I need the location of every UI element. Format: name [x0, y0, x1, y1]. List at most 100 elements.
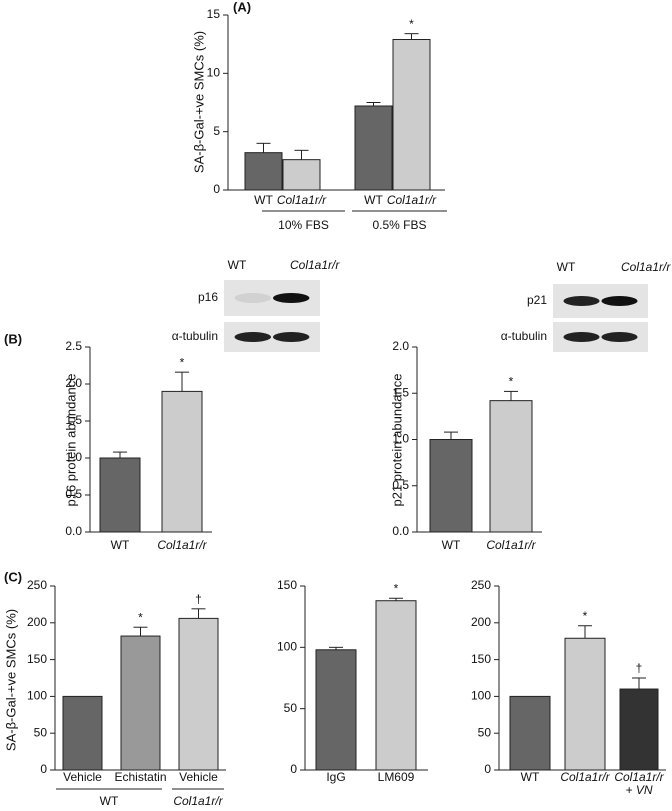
bar: [429, 439, 473, 533]
error-bar: [256, 142, 271, 153]
bar: [619, 688, 659, 771]
error-bar: [366, 102, 381, 106]
blot-band: [601, 332, 638, 342]
y-tick-label: 1.5: [392, 385, 409, 399]
significance-marker: *: [394, 581, 399, 595]
blot-band: [272, 293, 310, 303]
error-bar: [191, 608, 206, 619]
x-tick-label: Col1a1r/r: [560, 770, 610, 784]
y-tick-label: 100: [277, 640, 297, 654]
y-tick-label: 0: [290, 762, 297, 776]
panel-label: (B): [4, 331, 22, 346]
row-label: p16: [198, 290, 218, 304]
group-label: 10% FBS: [278, 218, 329, 232]
lane-label: WT: [557, 260, 576, 274]
y-tick-label: 0.0: [392, 524, 409, 538]
significance-marker: *: [180, 355, 185, 369]
x-tick-label: LM609: [378, 770, 415, 784]
blot-band: [563, 296, 600, 306]
lane-label: Col1a1r/r: [290, 258, 340, 272]
bar: [509, 695, 551, 771]
x-tick-label: Echistatin: [114, 770, 166, 784]
y-tick-label: 250: [27, 578, 47, 592]
y-tick-label: 0.5: [65, 487, 82, 501]
y-tick-label: 50: [34, 725, 48, 739]
y-tick-label: 150: [27, 652, 47, 666]
y-tick-label: 0: [484, 762, 491, 776]
bar: [564, 637, 606, 771]
bar: [120, 635, 161, 771]
x-tick-label: WT: [254, 193, 273, 207]
y-axis-label: SA-β-Gal-+ve SMCs (%): [191, 31, 206, 173]
significance-marker: †: [636, 661, 643, 675]
y-tick-label: 0.0: [65, 524, 82, 538]
x-tick-label: Col1a1r/r: [486, 538, 536, 552]
x-tick-label: WT: [111, 538, 130, 552]
bar: [62, 695, 103, 771]
error-bar: [578, 625, 592, 639]
y-tick-label: 2.0: [65, 376, 82, 390]
y-tick-label: 100: [27, 689, 47, 703]
y-tick-label: 1.0: [65, 450, 82, 464]
y-tick-label: 2.5: [65, 339, 82, 353]
error-bar: [294, 149, 309, 160]
x-tick-label: Col1a1r/r: [157, 538, 207, 552]
blot-band: [234, 293, 272, 303]
y-tick-label: 1.5: [65, 413, 82, 427]
group-label: WT: [100, 794, 119, 808]
y-tick-label: 150: [471, 652, 491, 666]
y-tick-label: 0: [40, 762, 47, 776]
y-axis-label: p16 protein abundance: [63, 373, 78, 506]
error-bar: [504, 390, 518, 401]
significance-marker: †: [195, 592, 202, 606]
bar: [375, 600, 417, 771]
bar: [99, 457, 141, 533]
bar: [244, 152, 283, 191]
x-tick-label: IgG: [326, 770, 345, 784]
bar: [282, 159, 321, 191]
blot-band: [272, 332, 310, 342]
y-tick-label: 200: [471, 615, 491, 629]
y-tick-label: 5: [213, 124, 220, 138]
bar: [354, 105, 393, 191]
x-tick-label: Col1a1r/r: [277, 193, 327, 207]
group-label: Col1a1r/r: [173, 794, 223, 808]
row-label: p21: [527, 293, 547, 307]
y-tick-label: 50: [478, 725, 492, 739]
x-tick-label: Col1a1r/r + VN: [614, 770, 664, 797]
group-label: 0.5% FBS: [372, 218, 426, 232]
y-tick-label: 2.0: [392, 339, 409, 353]
error-bar: [329, 646, 343, 650]
x-tick-label: WT: [364, 193, 383, 207]
y-axis-label: p21 protein abundance: [389, 373, 404, 506]
row-label: α-tubulin: [172, 329, 218, 343]
lane-label: Col1a1r/r: [621, 260, 671, 274]
error-bar: [404, 33, 419, 40]
bar: [315, 649, 357, 771]
error-bar: [175, 371, 189, 392]
bar: [161, 390, 203, 533]
x-tick-label: WT: [442, 538, 461, 552]
error-bar: [133, 626, 148, 637]
y-tick-label: 250: [471, 578, 491, 592]
panel-label: (A): [233, 0, 251, 14]
y-tick-label: 150: [277, 578, 297, 592]
bar: [178, 617, 219, 771]
significance-marker: *: [509, 375, 514, 389]
y-tick-label: 15: [207, 7, 221, 21]
significance-marker: *: [583, 609, 588, 623]
significance-marker: *: [138, 610, 143, 624]
y-tick-label: 1.0: [392, 432, 409, 446]
y-tick-label: 10: [207, 66, 221, 80]
panel-label: (C): [4, 569, 22, 584]
row-label: α-tubulin: [501, 329, 547, 343]
y-tick-label: 100: [471, 689, 491, 703]
y-tick-label: 200: [27, 615, 47, 629]
blot-band: [601, 296, 638, 306]
significance-marker: *: [409, 17, 414, 31]
bar: [392, 39, 431, 191]
blot-band: [234, 332, 272, 342]
x-tick-label: Col1a1r/r: [387, 193, 437, 207]
x-tick-label: WT: [521, 770, 540, 784]
